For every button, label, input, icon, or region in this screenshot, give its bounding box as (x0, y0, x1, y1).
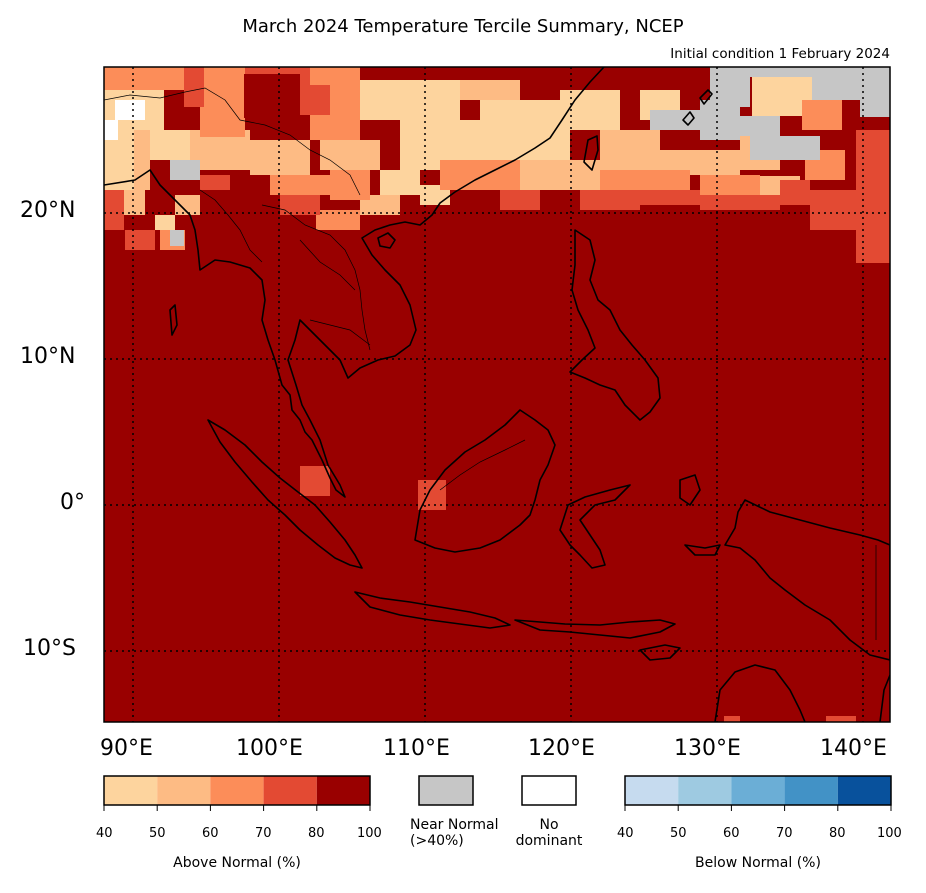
lon-label-130e: 130°E (674, 736, 741, 761)
lon-label-100e: 100°E (236, 736, 303, 761)
below-normal-label: Below Normal (%) (695, 855, 821, 871)
lat-label-10s: 10°S (23, 636, 76, 661)
below-frame (624, 775, 892, 806)
below-tick-70: 70 (776, 826, 793, 841)
cells-no-dominant (104, 100, 145, 140)
above-tick-60: 60 (202, 826, 219, 841)
above-frame (103, 775, 371, 806)
cells-60-70 (104, 67, 845, 250)
below-swatch-1 (678, 776, 732, 805)
legend-below-colorbar (624, 775, 892, 811)
map-frame (103, 66, 891, 723)
below-swatch-3 (784, 776, 838, 805)
lon-label-110e: 110°E (383, 736, 450, 761)
legend-near-normal-swatch (418, 775, 474, 806)
lat-label-10n: 10°N (20, 344, 76, 369)
legend-no-dominant-swatch (521, 775, 577, 806)
below-tick-60: 60 (723, 826, 740, 841)
cells-80-100 (230, 74, 300, 205)
above-swatch-4 (316, 776, 370, 805)
graticule (104, 67, 890, 722)
above-tick-50: 50 (149, 826, 166, 841)
below-tick-80: 80 (829, 826, 846, 841)
tercile-grid (104, 67, 890, 722)
lon-label-120e: 120°E (528, 736, 595, 761)
above-swatch-2 (210, 776, 264, 805)
below-tick-100: 100 (877, 826, 902, 841)
no-dominant-label-line2: dominant (515, 833, 583, 849)
lat-label-20n: 20°N (20, 198, 76, 223)
lat-label-0: 0° (60, 490, 85, 515)
near-normal-label-line1: Near Normal (410, 817, 499, 833)
below-swatch-2 (731, 776, 785, 805)
below-swatch-0 (625, 776, 679, 805)
near-normal-label-line2: (>40%) (410, 833, 464, 849)
above-tick-40: 40 (96, 826, 113, 841)
above-tick-80: 80 (308, 826, 325, 841)
below-swatch-4 (837, 776, 891, 805)
lon-label-90e: 90°E (100, 736, 153, 761)
legend-above-colorbar (103, 775, 371, 811)
lon-label-140e: 140°E (820, 736, 887, 761)
below-tick-50: 50 (670, 826, 687, 841)
above-swatch-1 (157, 776, 211, 805)
below-tick-40: 40 (617, 826, 634, 841)
no-dominant-label-line1: No (539, 817, 559, 833)
no-dominant-label: No dominant (509, 817, 589, 849)
cells-50-60 (115, 80, 800, 215)
above-swatch-3 (263, 776, 317, 805)
above-tick-100: 100 (357, 826, 382, 841)
above-tick-70: 70 (255, 826, 272, 841)
coastlines (104, 67, 890, 722)
map-subtitle: Initial condition 1 February 2024 (670, 46, 890, 62)
above-swatch-0 (104, 776, 158, 805)
map-title: March 2024 Temperature Tercile Summary, … (242, 16, 684, 37)
near-normal-label: Near Normal (>40%) (410, 817, 530, 849)
country-borders (104, 87, 877, 640)
above-normal-label: Above Normal (%) (173, 855, 301, 871)
